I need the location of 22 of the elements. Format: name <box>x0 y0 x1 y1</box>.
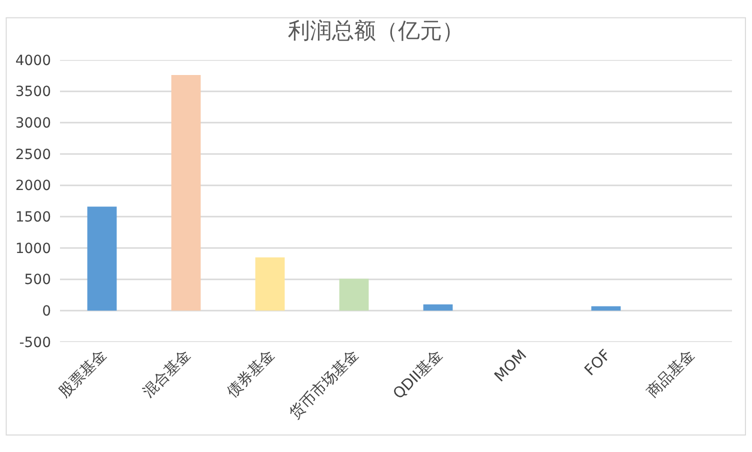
y-tick-label: 2000 <box>15 178 51 194</box>
y-tick-label: 4000 <box>15 52 51 69</box>
bar <box>423 304 453 311</box>
bar <box>339 278 369 311</box>
x-tick-label: 商品基金 <box>642 346 698 402</box>
y-tick-label: 1000 <box>15 240 51 257</box>
bar <box>255 257 285 311</box>
x-tick-label: 债券基金 <box>222 346 278 402</box>
y-tick-label: 2500 <box>15 146 51 163</box>
y-tick-label: 3500 <box>15 84 51 100</box>
x-tick-label: 股票基金 <box>54 346 110 402</box>
bar <box>591 306 621 311</box>
x-tick-label: 混合基金 <box>138 346 194 402</box>
bar <box>87 206 117 311</box>
y-tick-label: 1500 <box>15 210 51 226</box>
y-tick-label: 500 <box>24 272 51 288</box>
x-tick-label: 货币市场基金 <box>286 346 362 422</box>
bar <box>171 75 201 311</box>
y-tick-label: 0 <box>42 304 51 320</box>
y-tick-label: -500 <box>19 334 51 351</box>
y-tick-label: 3000 <box>15 116 51 132</box>
chart-title: 利润总额（亿元） <box>288 19 464 44</box>
